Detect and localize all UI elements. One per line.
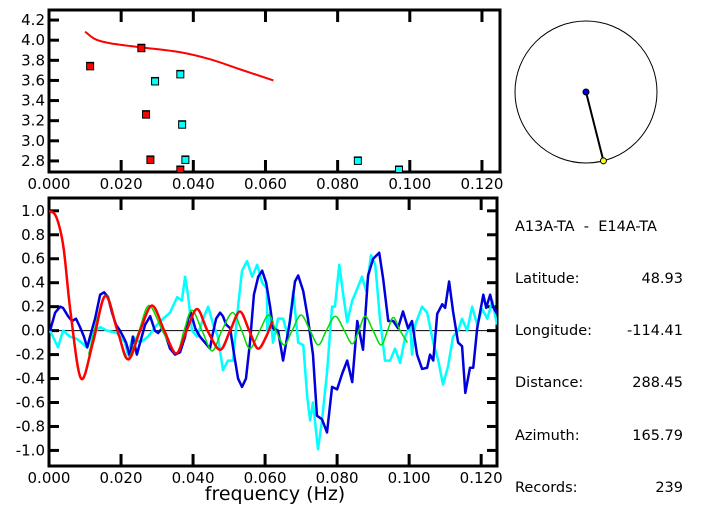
y-tick-label: -0.6 [16,394,45,412]
x-tick-label: 0.120 [460,469,503,487]
cyan-marker [176,70,185,79]
x-tick-label: 0.100 [388,175,431,193]
red-series-line [49,209,274,381]
x-tick-label: 0.060 [244,175,287,193]
y-tick-label: 3.8 [21,51,45,69]
azimuth-line [585,91,605,162]
x-tick-label: 0.040 [172,175,215,193]
green-series-line [87,295,408,361]
info-row-distance: Distance: 288.45 [515,375,683,392]
blue-series-line [49,251,497,434]
y-tick-label: 4.0 [21,31,45,49]
info-row-azimuth: Azimuth: 165.79 [515,428,683,445]
cyan-marker [178,120,187,129]
info-label: Longitude: [515,323,593,340]
y-tick-label: 3.4 [21,92,45,110]
red-marker [142,110,151,119]
info-label: Records: [515,479,578,496]
x-tick-label: 0.040 [172,469,215,487]
y-tick-label: 0.0 [21,322,45,340]
plot-frame [47,8,502,174]
y-tick-label: 0.6 [21,250,45,268]
y-tick-label: 0.2 [21,298,45,316]
y-tick-label: 3.2 [21,112,45,130]
x-tick-label: 0.100 [388,469,431,487]
x-tick-label: 0.000 [28,469,71,487]
station-info-panel: A13A-TA - E14A-TA Latitude: 48.93 Longitu… [515,184,683,515]
info-value: 239 [655,479,683,496]
cyan-marker [394,165,403,172]
y-tick-label: 0.4 [21,274,45,292]
y-tick-label: 3.6 [21,71,45,89]
cyan-marker [181,155,190,164]
info-value: 48.93 [641,271,683,288]
info-row-longitude: Longitude: -114.41 [515,323,683,340]
x-tick-label: 0.020 [100,469,143,487]
dispersion-curve [84,30,274,82]
correlation-plot: 0.000 0.020 0.040 0.060 0.080 0.100 0.120 1.0 0.… [16,196,503,487]
info-row-records: Records: 239 [515,480,683,497]
info-value: 288.45 [632,375,683,392]
red-marker [146,155,155,164]
dispersion-plot: 0.000 0.020 0.040 0.060 0.080 0.100 0.120 2.8 3.… [21,8,503,193]
red-marker [137,44,146,53]
cyan-marker [353,156,362,165]
info-label: Distance: [515,375,584,392]
y-tick-label: -1.0 [16,441,45,459]
cyan-marker [151,77,160,86]
red-marker [86,62,95,71]
map-circle [514,20,658,164]
info-value: -114.41 [627,323,683,340]
red-marker [176,165,185,172]
y-tick-label: 3.0 [21,132,45,150]
info-label: Latitude: [515,271,580,288]
info-label: Azimuth: [515,427,580,444]
station-pair-title: A13A-TA - E14A-TA [515,218,657,235]
x-tick-label: 0.080 [316,469,359,487]
y-tick-label: 1.0 [21,202,45,220]
x-tick-label: 0.020 [100,175,143,193]
x-tick-label: 0.120 [460,175,503,193]
source-station-dot [582,88,590,96]
receiver-station-dot [599,157,607,165]
info-row-latitude: Latitude: 48.93 [515,271,683,288]
x-axis-label: frequency (Hz) [204,483,346,505]
azimuth-map [514,20,658,165]
cyan-series-line [49,253,497,451]
plot-frame [47,196,499,468]
x-tick-label: 0.060 [244,469,287,487]
x-tick-label: 0.080 [316,175,359,193]
y-tick-label: -0.8 [16,417,45,435]
y-tick-label: 0.8 [21,226,45,244]
info-value: 165.79 [632,427,683,444]
y-tick-label: 4.2 [21,11,45,29]
y-tick-label: -0.2 [16,346,45,364]
x-tick-label: 0.000 [28,175,71,193]
y-tick-label: -0.4 [16,370,45,388]
y-tick-label: 2.8 [21,152,45,170]
